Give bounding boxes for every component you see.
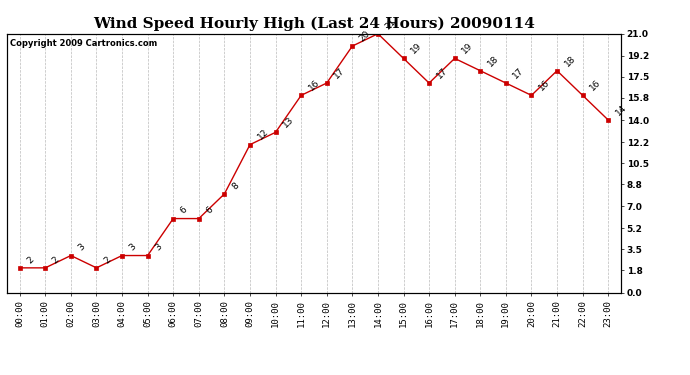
Text: 6: 6 <box>179 206 189 216</box>
Text: 20: 20 <box>358 29 373 43</box>
Text: 2: 2 <box>26 255 36 265</box>
Title: Wind Speed Hourly High (Last 24 Hours) 20090114: Wind Speed Hourly High (Last 24 Hours) 2… <box>93 17 535 31</box>
Text: 19: 19 <box>460 41 475 56</box>
Text: 21: 21 <box>384 16 398 31</box>
Text: 17: 17 <box>511 66 526 80</box>
Text: 2: 2 <box>51 255 61 265</box>
Text: 12: 12 <box>255 128 270 142</box>
Text: 16: 16 <box>537 78 551 93</box>
Text: 3: 3 <box>77 242 87 253</box>
Text: 6: 6 <box>204 206 215 216</box>
Text: 3: 3 <box>153 242 164 253</box>
Text: 16: 16 <box>588 78 602 93</box>
Text: 18: 18 <box>486 54 500 68</box>
Text: 2: 2 <box>102 255 112 265</box>
Text: 14: 14 <box>614 103 628 117</box>
Text: 17: 17 <box>435 66 449 80</box>
Text: 13: 13 <box>281 115 295 129</box>
Text: 16: 16 <box>307 78 322 93</box>
Text: 18: 18 <box>562 54 577 68</box>
Text: 8: 8 <box>230 181 240 191</box>
Text: Copyright 2009 Cartronics.com: Copyright 2009 Cartronics.com <box>10 39 157 48</box>
Text: 19: 19 <box>409 41 424 56</box>
Text: 3: 3 <box>128 242 138 253</box>
Text: 17: 17 <box>333 66 347 80</box>
